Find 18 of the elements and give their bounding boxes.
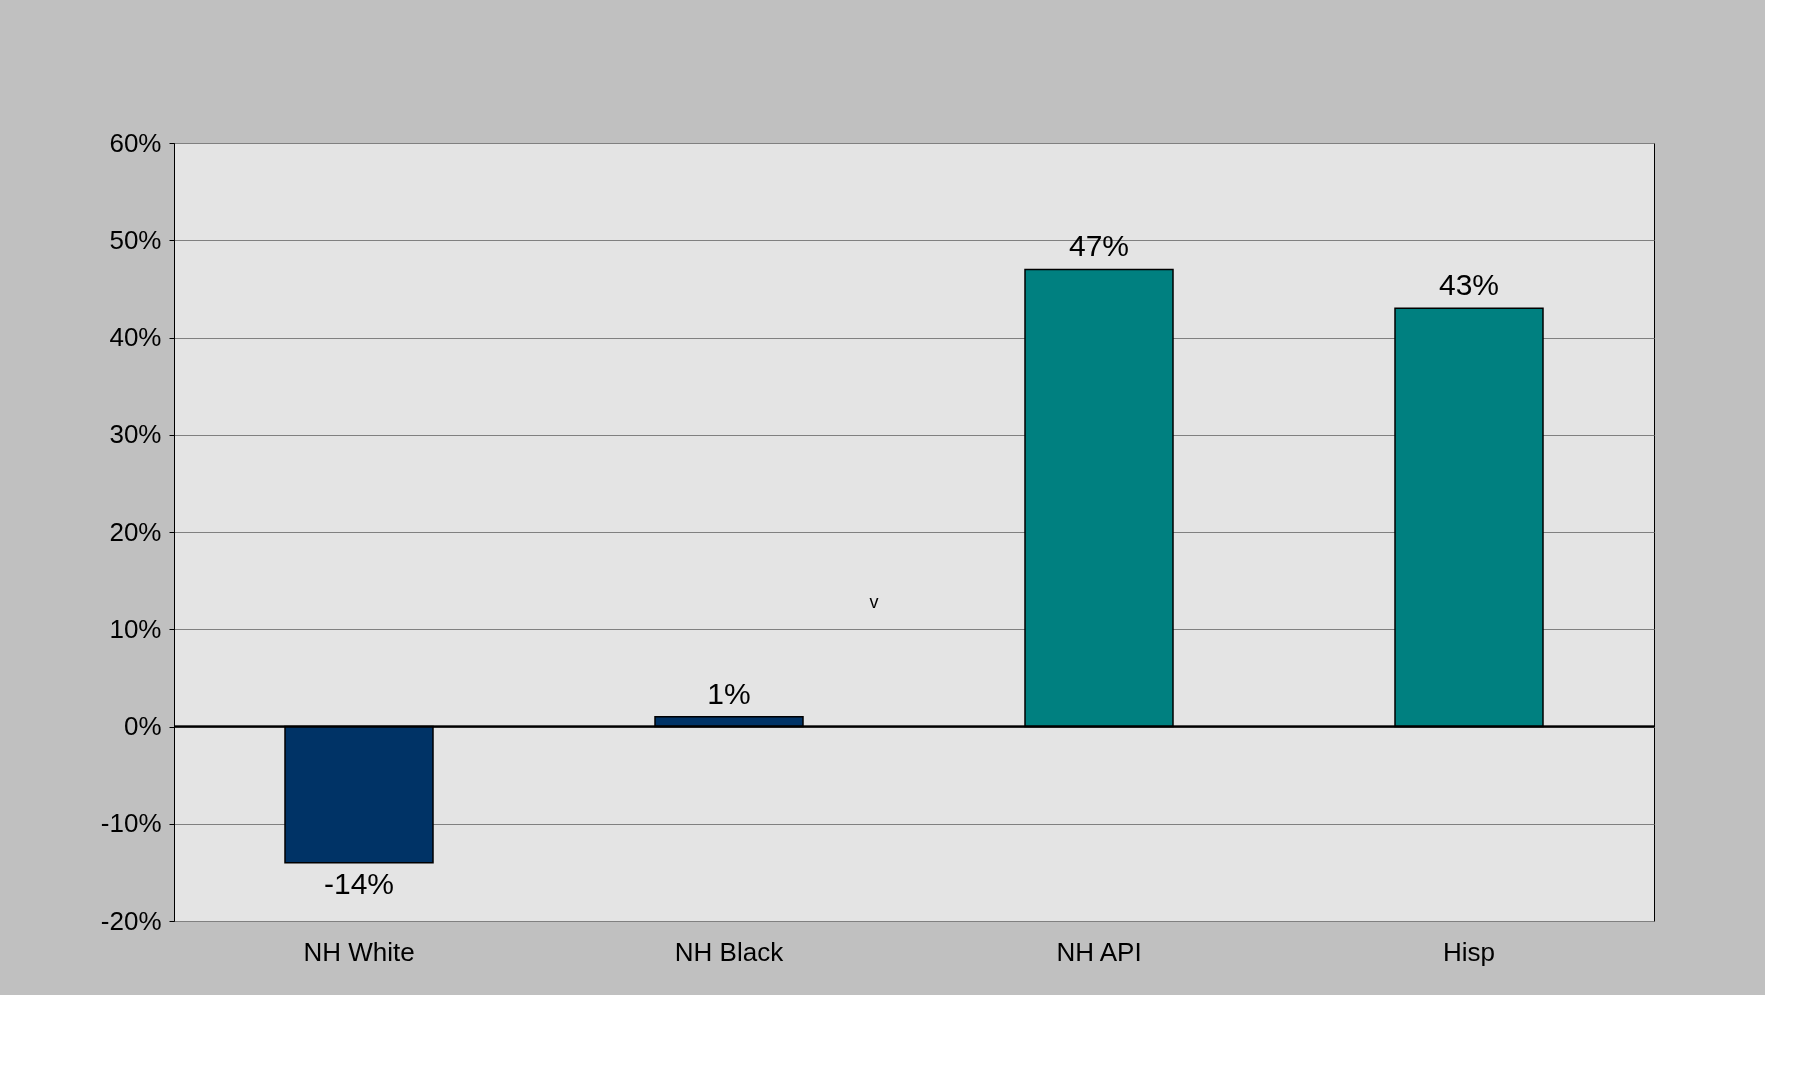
y-tick-label: -10% [100,808,162,839]
data-label: 43% [1438,268,1500,302]
x-tick-label: NH Black [674,936,785,967]
annotation: v [869,592,879,612]
data-label: 1% [707,676,751,710]
y-tick-label: -20% [100,905,162,936]
x-tick-label: NH API [1056,936,1142,967]
y-tick-label: 30% [109,419,162,450]
data-label: 47% [1068,229,1130,263]
y-tick-label: 50% [109,224,162,255]
y-tick-label: 40% [109,322,162,352]
y-tick-label: 10% [109,613,162,644]
x-tick-label: NH White [303,936,415,967]
y-tick-label: 0% [123,711,162,741]
y-tick-label: 20% [109,516,162,547]
y-tick-label: 60% [109,127,162,158]
data-label: -14% [323,866,395,900]
x-tick-label: Hisp [1442,936,1496,967]
